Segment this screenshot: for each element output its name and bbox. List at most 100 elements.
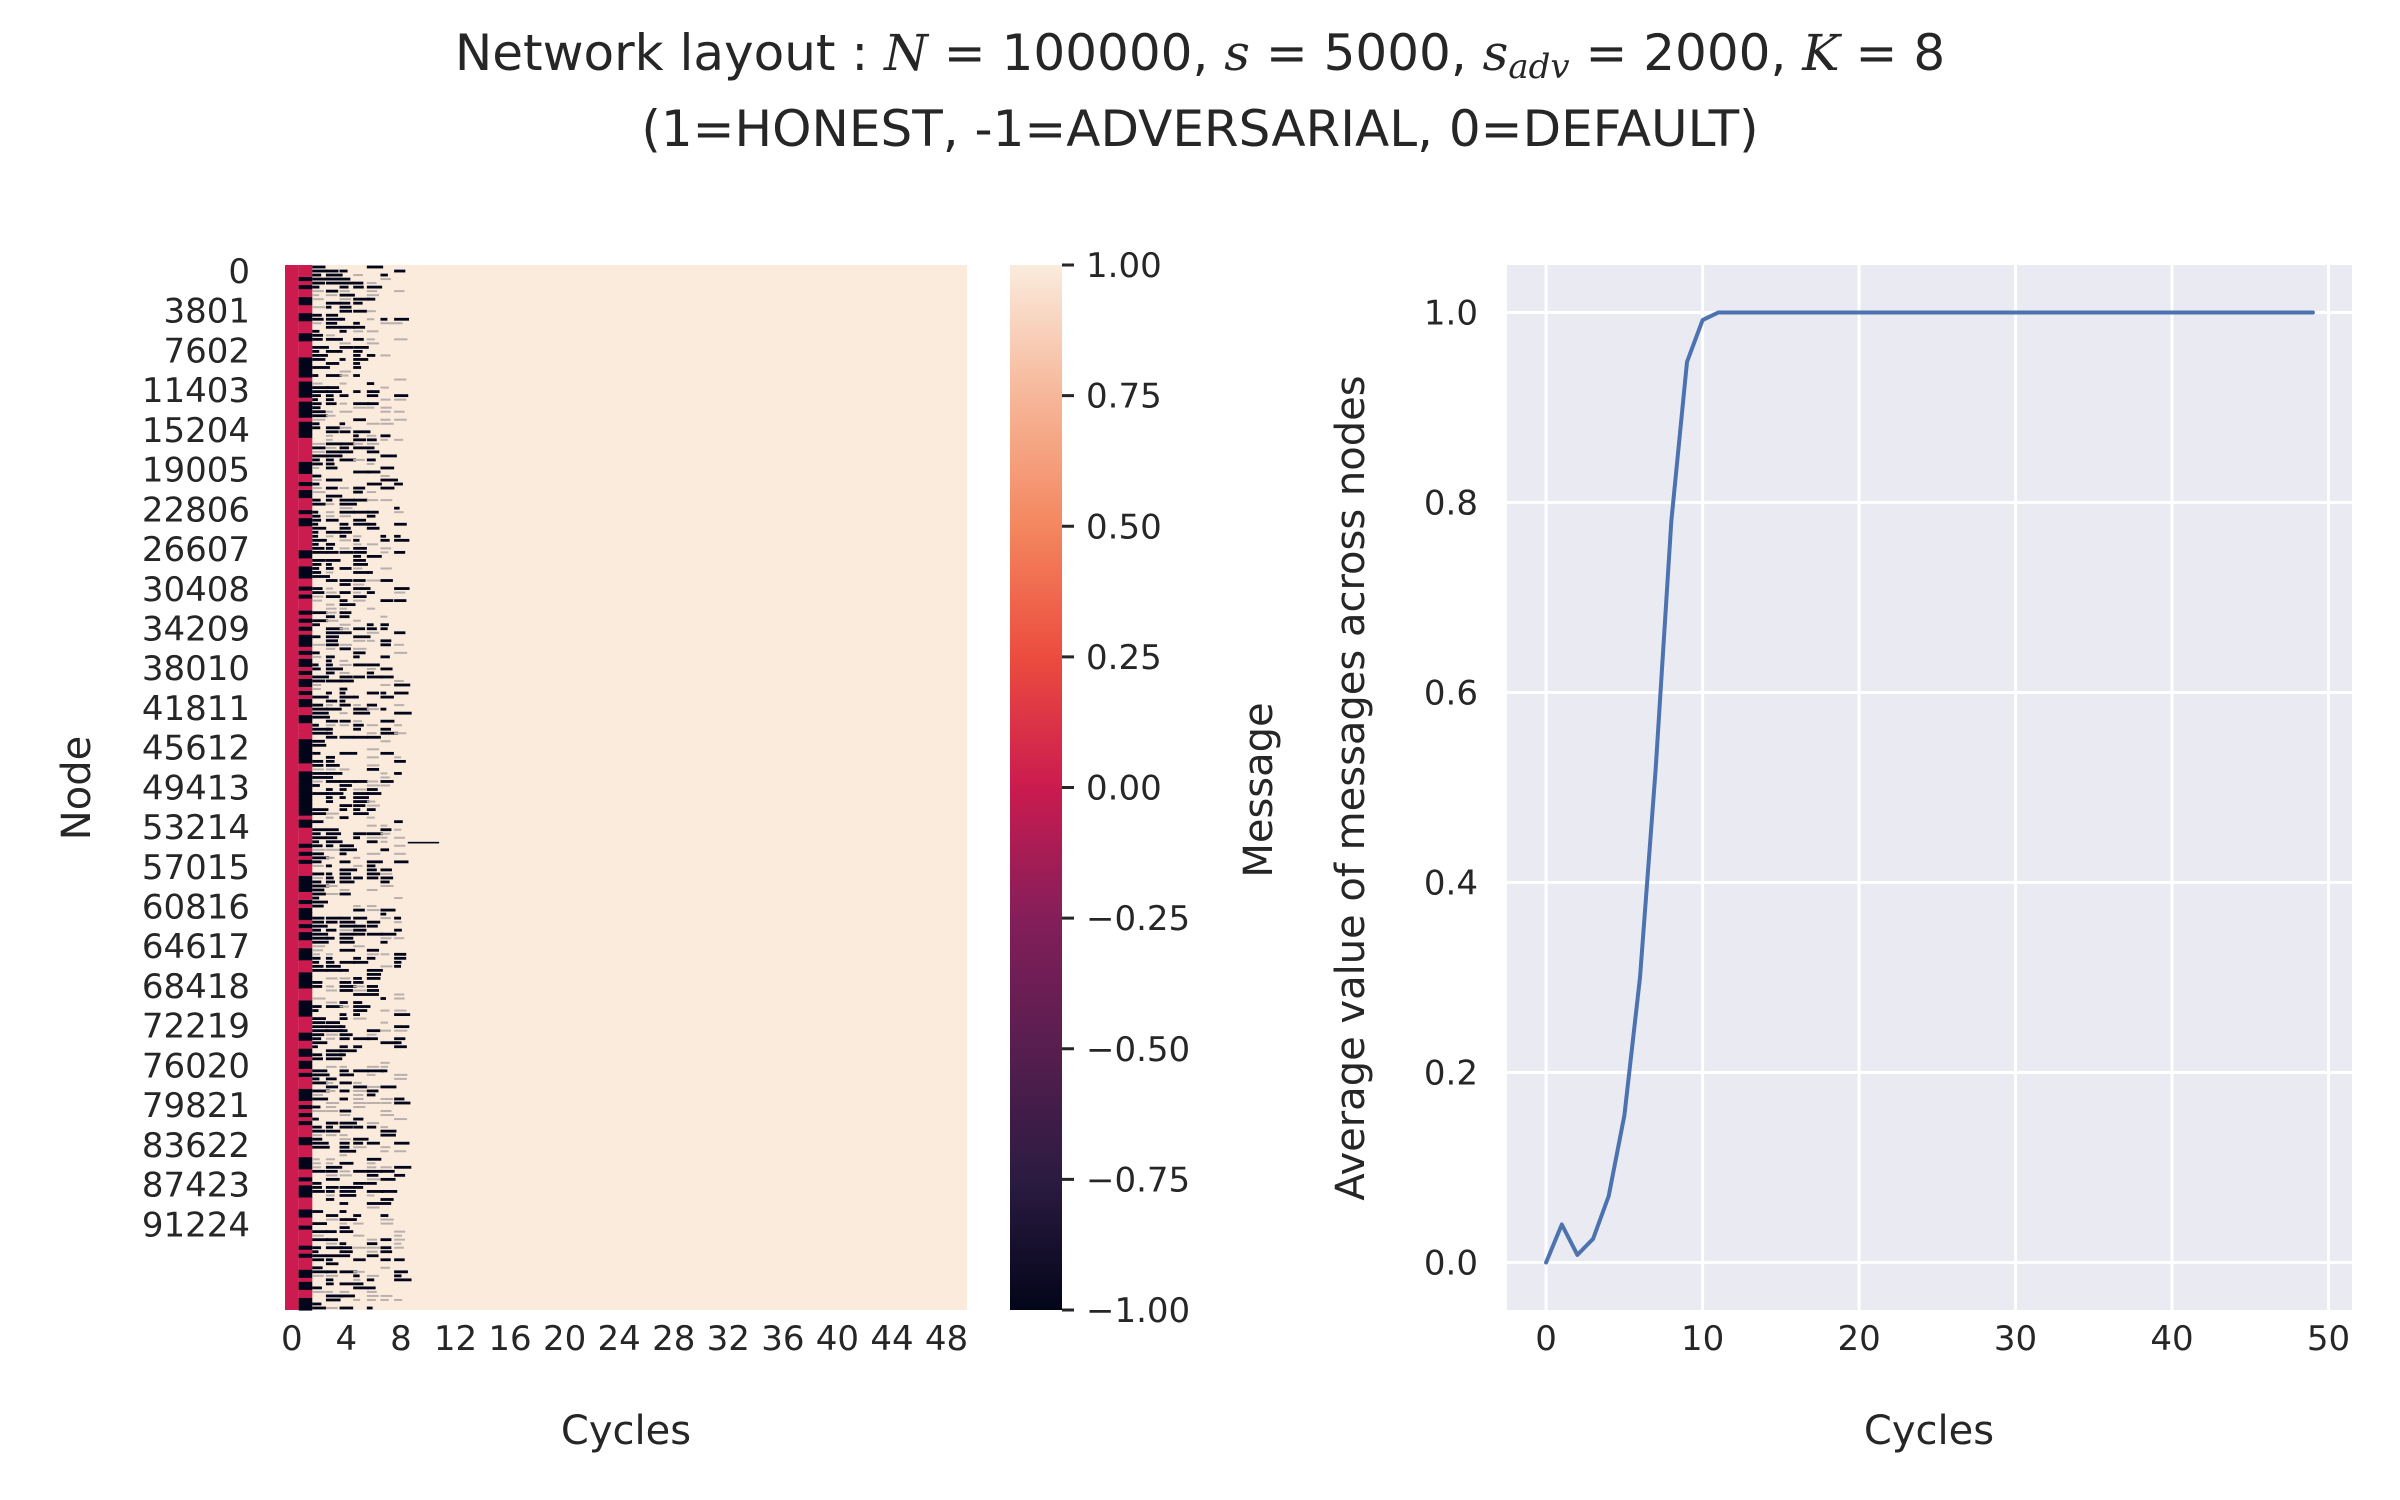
heatmap-cell: [339, 550, 354, 554]
heatmap-cell: [298, 847, 313, 853]
heatmap-cell: [298, 373, 313, 379]
heatmap-cell: [298, 1048, 313, 1054]
heatmap-cell: [298, 498, 313, 503]
heatmap-cell: [339, 567, 352, 570]
heatmap-cell: [312, 599, 323, 602]
heatmap-cell: [298, 855, 313, 861]
heatmap-cell: [394, 398, 407, 401]
heatmap-cell: [312, 587, 323, 590]
heatmap-cell: [298, 265, 313, 270]
heatmap-cell: [325, 727, 333, 731]
heatmap-cell: [298, 787, 313, 793]
heatmap-cell: [339, 948, 356, 952]
heatmap-cell: [325, 313, 339, 317]
heatmap-cell: [325, 587, 334, 590]
heatmap-cell: [394, 1045, 407, 1049]
heatmap-cell: [325, 788, 333, 791]
heatmap-cell: [325, 611, 337, 614]
heatmap-cell: [366, 318, 375, 321]
heatmap-y-tick-label: 26607: [142, 530, 250, 570]
heatmap-y-axis-label: Node: [54, 736, 100, 840]
heatmap-y-tick-label: 45612: [142, 729, 250, 769]
heatmap-cell: [298, 273, 313, 278]
heatmap-cell: [353, 470, 371, 474]
heatmap-cell: [366, 434, 377, 437]
heatmap-cell: [298, 928, 313, 933]
heatmap-cell: [339, 631, 352, 635]
heatmap-cell: [339, 446, 349, 450]
heatmap-cell: [325, 402, 337, 406]
heatmap-cell: [353, 1001, 363, 1004]
heatmap-cell: [394, 956, 407, 960]
heatmap-cell: [353, 916, 368, 920]
heatmap-cell: [366, 382, 375, 385]
heatmap-cell: [312, 390, 329, 394]
heatmap-cell: [325, 1186, 339, 1189]
heatmap-cell: [312, 643, 326, 646]
heatmap-cell: [325, 1053, 344, 1057]
heatmap-cell: [298, 815, 313, 821]
heatmap-cell: [339, 450, 354, 454]
heatmap-cell: [394, 952, 407, 956]
heatmap-cell: [353, 1214, 362, 1217]
heatmap-cell: [353, 550, 367, 554]
heatmap-cell: [380, 836, 388, 839]
heatmap-cell: [312, 386, 330, 389]
heatmap-cell: [366, 876, 379, 880]
heatmap-cell: [312, 759, 324, 763]
heatmap-cell: [366, 905, 377, 908]
heatmap-cell: [312, 563, 322, 566]
heatmap-cell: [312, 394, 321, 398]
heatmap-cell: [353, 543, 362, 546]
heatmap-cell: [366, 422, 380, 425]
heatmap-cell: [298, 1201, 313, 1207]
colorbar-tick-label: 0.25: [1086, 638, 1162, 678]
heatmap-cell: [366, 804, 380, 807]
heatmap-cell: [298, 409, 313, 415]
heatmap-cell: [298, 735, 313, 740]
heatmap-cell: [353, 1045, 363, 1049]
heatmap-cell: [394, 691, 409, 695]
heatmap-cell: [366, 671, 375, 675]
heatmap-cell: [325, 619, 339, 622]
heatmap-y-tick-label: 0: [228, 252, 250, 292]
heatmap-cell: [325, 446, 337, 449]
heatmap-cell: [339, 309, 353, 313]
heatmap-cell: [353, 486, 366, 490]
heatmap-x-tick-label: 12: [434, 1319, 477, 1359]
heatmap-cell: [298, 538, 313, 543]
heatmap-cell: [366, 864, 376, 868]
line-x-tick-label: 50: [2307, 1319, 2350, 1359]
heatmap-cell: [380, 1114, 394, 1117]
heatmap-cell: [325, 1049, 342, 1053]
heatmap-cell: [325, 1294, 344, 1298]
heatmap-cell: [353, 1117, 364, 1121]
heatmap-cell: [298, 618, 313, 624]
heatmap-cell: [298, 751, 313, 756]
heatmap-cell: [325, 792, 344, 795]
heatmap-cell: [339, 663, 352, 666]
heatmap-cell: [312, 707, 329, 711]
heatmap-cell: [298, 908, 313, 913]
heatmap-cell: [380, 707, 387, 711]
line-x-tick-label: 10: [1681, 1319, 1724, 1359]
heatmap-cell: [380, 322, 395, 325]
heatmap-cell: [339, 623, 351, 626]
heatmap-cell: [312, 1210, 324, 1213]
heatmap-cell: [298, 1133, 313, 1138]
heatmap-cell: [312, 474, 322, 478]
heatmap-cell: [298, 1197, 313, 1203]
title-sadv-symbol: s: [1482, 24, 1509, 82]
heatmap-cell: [312, 498, 321, 502]
heatmap-cell: [298, 582, 313, 588]
heatmap-cell: [298, 1008, 313, 1014]
heatmap-cell: [298, 614, 313, 620]
heatmap-cell: [312, 322, 322, 325]
heatmap-cell: [339, 876, 352, 880]
heatmap-cell: [380, 884, 394, 887]
heatmap-cell: [312, 1238, 329, 1242]
heatmap-cell: [339, 1154, 347, 1157]
heatmap-cell: [298, 835, 313, 841]
heatmap-cell: [366, 972, 382, 976]
heatmap-cell: [380, 466, 395, 470]
